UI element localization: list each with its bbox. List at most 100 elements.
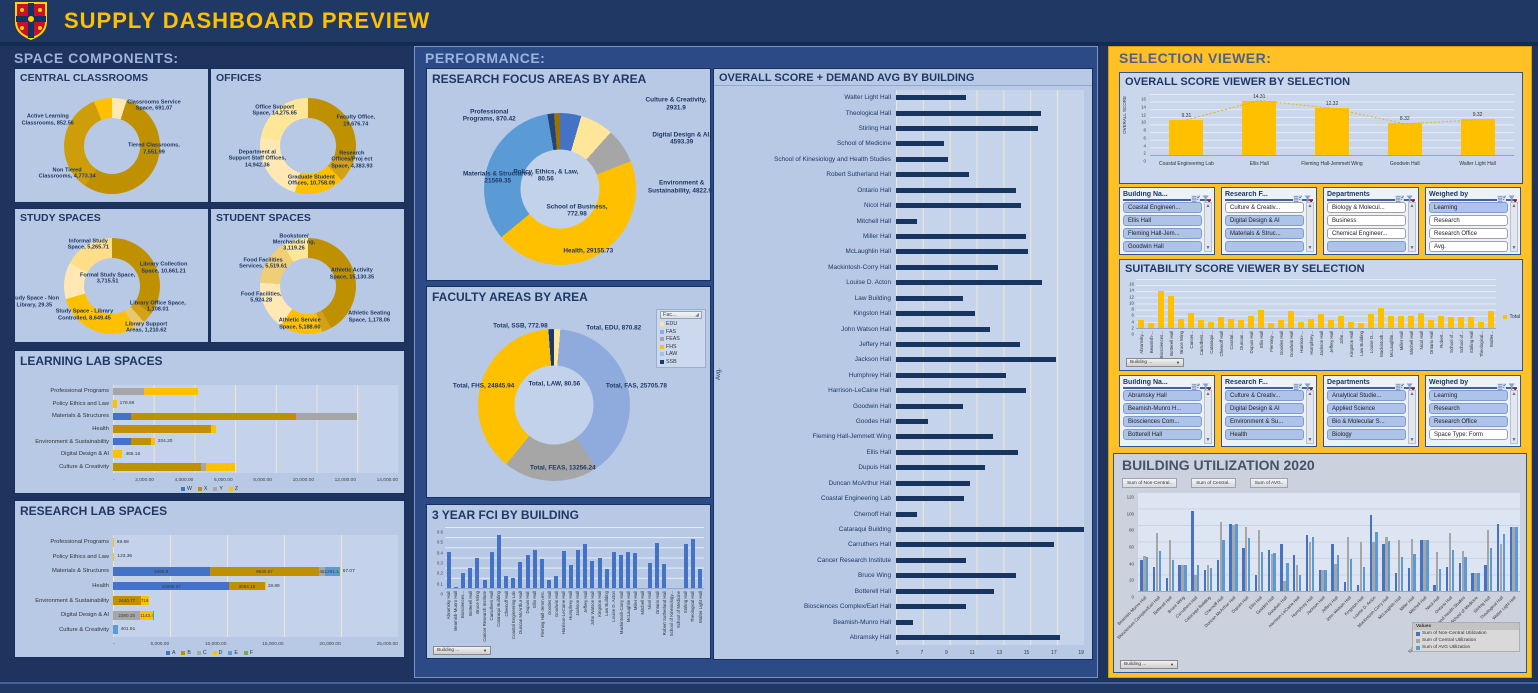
slicer-item[interactable]: Learning [1429,390,1508,401]
slicer-item[interactable]: Research Office [1429,416,1508,427]
pivot-field-button[interactable]: Sum of AVG.. [1249,478,1289,488]
scroll-down-arrow[interactable]: ▼ [1307,437,1313,443]
slicer-item[interactable]: Health [1225,429,1304,440]
clear-filter-icon[interactable] [1508,378,1517,391]
scroll-up-arrow[interactable]: ▲ [1205,203,1211,209]
bar [583,544,588,588]
multi-select-icon[interactable] [1497,378,1506,391]
slicer-item[interactable]: Coastal Engineeri... [1123,202,1202,213]
slicer-item[interactable]: Bio & Molecular S... [1327,416,1406,427]
multi-select-icon[interactable] [1497,190,1506,203]
scroll-down-arrow[interactable]: ▼ [1511,245,1517,251]
slicer-scrollbar[interactable]: ▲ ▼ [1204,202,1212,252]
scroll-down-arrow[interactable]: ▼ [1409,437,1415,443]
slicer-item[interactable]: Culture & Creativ... [1225,390,1304,401]
scroll-up-arrow[interactable]: ▲ [1511,391,1517,397]
slicer-item[interactable]: Analytical Studie... [1327,390,1406,401]
scroll-up-arrow[interactable]: ▲ [1307,203,1313,209]
slicer-item[interactable]: Culture & Creativ... [1225,202,1304,213]
clear-filter-icon[interactable] [1508,190,1517,203]
scroll-up-arrow[interactable]: ▲ [1307,391,1313,397]
scroll-down-arrow[interactable]: ▼ [1205,245,1211,251]
building-filter-dropdown[interactable]: Building ... ▼ [1126,358,1184,367]
multi-select-icon[interactable] [1395,190,1404,203]
slicer-item[interactable]: Goodwin Hall [1123,241,1202,252]
multi-select-icon[interactable] [1293,190,1302,203]
building-filter-dropdown[interactable]: Building ... ▼ [433,646,491,655]
slicer-item[interactable]: Ellis Hall [1123,215,1202,226]
scroll-up-arrow[interactable]: ▲ [1511,203,1517,209]
slicer-item[interactable]: Biology [1327,429,1406,440]
axis-tick: Humphrey... [1306,331,1316,363]
table-row: Dupuis Hall [726,460,1084,476]
slicer-item[interactable]: Research [1429,403,1508,414]
y-axis: 120 100 80 60 40 20 0 [1120,492,1134,600]
slicer-item[interactable]: Space Type: Form [1429,429,1508,440]
multi-select-icon[interactable] [1191,378,1200,391]
slicer-item[interactable]: Chemical Engineer... [1327,228,1406,239]
scroll-down-arrow[interactable]: ▼ [1307,245,1313,251]
donut-slice-label: School of Business, 772.98 [546,203,608,218]
slicer-item[interactable]: Biology & Molecul... [1327,202,1406,213]
slicer-item[interactable]: Applied Science [1327,403,1406,414]
slicer-item[interactable]: Digital Design & AI [1225,215,1304,226]
slicer-scrollbar[interactable]: ▲ ▼ [1408,202,1416,252]
scroll-down-arrow[interactable]: ▼ [1205,437,1211,443]
slicer-item[interactable] [1225,241,1304,252]
slicer-item[interactable]: Abramsky Hall [1123,390,1202,401]
bar [1146,557,1149,591]
scroll-down-arrow[interactable]: ▼ [1511,437,1517,443]
building-filter-dropdown[interactable]: Building ... ▼ [1120,660,1178,669]
slicer-item[interactable]: Beamish-Munro H... [1123,403,1202,414]
slicer-scrollbar[interactable]: ▲ ▼ [1408,390,1416,444]
bar [1337,554,1340,591]
slicer-weighed-by-1[interactable]: Weighed by Learning Research Research Offic… [1425,187,1521,255]
pivot-field-button[interactable]: Sum of Central.. [1191,478,1236,488]
scroll-up-arrow[interactable]: ▲ [1409,391,1415,397]
clear-filter-icon[interactable] [1202,190,1211,203]
multi-select-icon[interactable] [1395,378,1404,391]
slicer-research-focus-1[interactable]: Research F... Culture & Creativ... Digital… [1221,187,1317,255]
clear-filter-icon[interactable] [1406,190,1415,203]
slicer-item[interactable]: Fleming Hall-Jem... [1123,228,1202,239]
slicer-item[interactable]: Botterell Hall [1123,429,1202,440]
multi-select-icon[interactable] [1293,378,1302,391]
slicer-departments-2[interactable]: Departments Analytical Studie... Applied S… [1323,375,1419,447]
slicer-scrollbar[interactable]: ▲ ▼ [1510,202,1518,252]
slicer-item[interactable]: Biosciences Com... [1123,416,1202,427]
slicer-weighed-by-2[interactable]: Weighed by Learning Research Research Offic… [1425,375,1521,447]
slicer-item[interactable]: Learning [1429,202,1508,213]
slicer-scrollbar[interactable]: ▲ ▼ [1510,390,1518,444]
faculty-filter-chip[interactable]: Fac... ◢ [660,311,702,319]
legend-item: E [228,650,238,656]
slicer-building-name-2[interactable]: Building Na... Abramsky Hall Beamish-Munro… [1119,375,1215,447]
slicer-research-focus-2[interactable]: Research F... Culture & Creativ... Digital… [1221,375,1317,447]
slicer-item[interactable]: Avg. [1429,241,1508,252]
slicer-scrollbar[interactable]: ▲ ▼ [1204,390,1212,444]
axis-tick: 11 [969,650,975,656]
pivot-field-button[interactable]: Sum of Non-Central.. [1122,478,1178,488]
slicer-departments-1[interactable]: Departments Biology & Molecul... Business C… [1323,187,1419,255]
slicer-item[interactable]: Business [1327,215,1406,226]
slicer-scrollbar[interactable]: ▲ ▼ [1306,390,1314,444]
scroll-up-arrow[interactable]: ▲ [1409,203,1415,209]
multi-select-icon[interactable] [1191,190,1200,203]
slicer-item[interactable] [1327,241,1406,252]
slicer-scrollbar[interactable]: ▲ ▼ [1306,202,1314,252]
slicer-item[interactable]: Digital Design & AI [1225,403,1304,414]
slicer-item[interactable]: Research [1429,215,1508,226]
slicer-item[interactable]: Environment & Su... [1225,416,1304,427]
clear-filter-icon[interactable] [1202,378,1211,391]
scroll-up-arrow[interactable]: ▲ [1205,391,1211,397]
clear-filter-icon[interactable] [1406,378,1415,391]
axis-tick: Cancer Research Institute [481,591,488,647]
bar-column [661,527,668,588]
clear-filter-icon[interactable] [1304,378,1313,391]
slicer-item[interactable]: Materials & Struc... [1225,228,1304,239]
clear-filter-icon[interactable] [1304,190,1313,203]
axis-tick: 0.4 [436,550,443,556]
slicer-item[interactable]: Research Office [1429,228,1508,239]
scroll-down-arrow[interactable]: ▼ [1409,245,1415,251]
slicer-building-name-1[interactable]: Building Na... Coastal Engineeri... Ellis … [1119,187,1215,255]
